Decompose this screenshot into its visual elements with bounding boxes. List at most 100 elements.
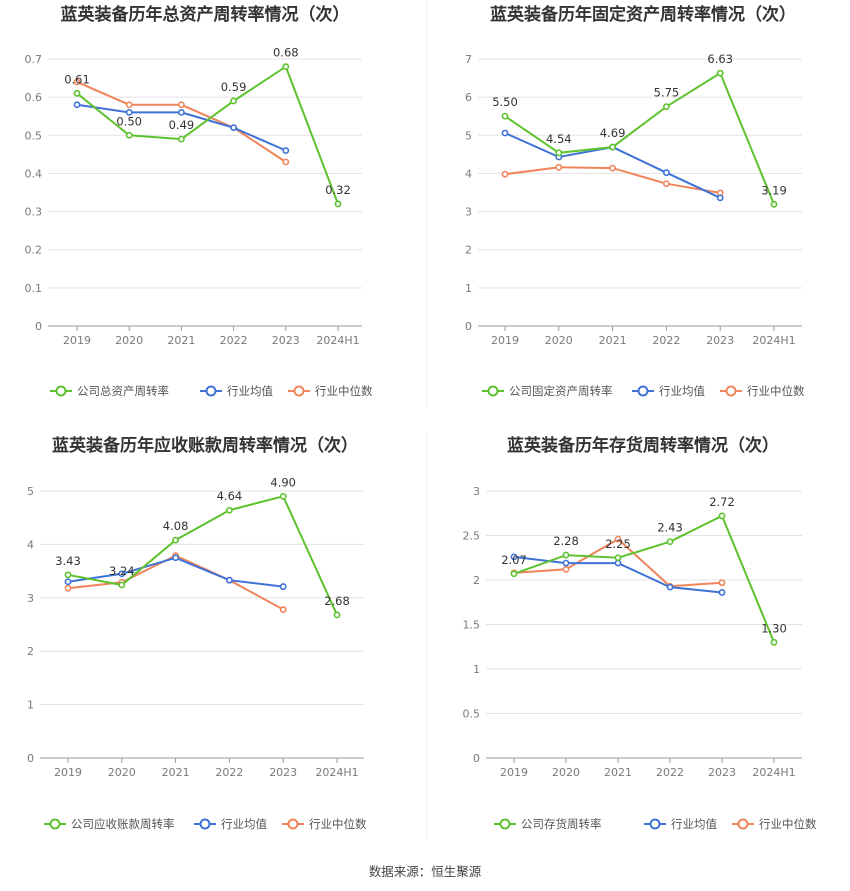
x-tick-label: 2023 (706, 334, 734, 347)
legend-item-median[interactable]: 行业中位数 (720, 384, 805, 398)
series-line-company (513, 514, 775, 643)
legend-label: 公司存货周转率 (521, 817, 602, 831)
x-tick-label: 2024H1 (316, 334, 359, 347)
chart-title: 蓝英装备历年应收账款周转率情况（次） (52, 435, 358, 456)
legend-label: 行业均值 (221, 817, 267, 831)
y-tick-label: 0.6 (25, 91, 43, 104)
x-tick-label: 2020 (552, 766, 580, 779)
y-tick-label: 3 (465, 206, 472, 219)
legend-item-company[interactable]: 公司固定资产周转率 (482, 384, 613, 398)
legend-item-avg[interactable]: 行业均值 (632, 384, 705, 398)
data-label: 5.75 (654, 86, 680, 100)
data-point-avg (666, 583, 674, 591)
x-tick-label: 2023 (272, 334, 300, 347)
data-point-avg (282, 147, 290, 154)
data-point-avg (501, 129, 509, 137)
data-point-company (614, 554, 622, 562)
x-tick-label: 2024H1 (752, 766, 795, 779)
x-tick-label: 2019 (54, 766, 82, 779)
x-tick-label: 2022 (652, 334, 680, 347)
data-point-median (718, 579, 726, 587)
x-tick-label: 2019 (491, 334, 519, 347)
legend-label: 行业均值 (227, 384, 273, 398)
data-point-company (555, 149, 563, 157)
y-tick-label: 1 (473, 663, 480, 676)
y-tick-label: 5 (465, 129, 472, 142)
legend-item-company[interactable]: 公司总资产周转率 (50, 384, 169, 398)
data-label: 0.59 (221, 80, 247, 94)
data-label: 3.24 (109, 564, 135, 578)
data-point-company (225, 506, 233, 514)
y-tick-label: 4 (27, 538, 34, 551)
data-point-company (334, 200, 342, 208)
data-label: 5.50 (492, 95, 518, 109)
data-point-avg (64, 578, 72, 586)
data-point-avg (718, 589, 726, 596)
y-tick-label: 2 (473, 574, 480, 587)
y-tick-label: 0 (35, 320, 42, 333)
legend-label: 行业中位数 (759, 817, 817, 831)
legend-item-median[interactable]: 行业中位数 (282, 817, 367, 831)
data-label: 2.72 (709, 495, 735, 509)
legend-label: 行业均值 (659, 384, 705, 398)
y-tick-label: 0.4 (25, 167, 43, 180)
x-tick-label: 2024H1 (315, 766, 358, 779)
data-label: 0.61 (64, 72, 90, 86)
y-tick-label: 0.1 (25, 282, 43, 295)
data-point-company (282, 63, 290, 71)
data-label: 3.43 (55, 554, 81, 568)
y-tick-label: 6 (465, 91, 472, 104)
legend-marker (55, 385, 67, 397)
data-point-company (501, 112, 509, 120)
x-tick-label: 2021 (599, 334, 627, 347)
y-tick-label: 3 (27, 592, 34, 605)
legend-marker (737, 818, 749, 830)
legend-item-median[interactable]: 行业中位数 (288, 384, 373, 398)
legend-item-avg[interactable]: 行业均值 (200, 384, 273, 398)
data-label: 2.07 (501, 553, 527, 567)
y-tick-label: 7 (465, 53, 472, 66)
data-label: 0.49 (169, 118, 195, 132)
x-tick-label: 2022 (220, 334, 248, 347)
y-tick-label: 2 (465, 244, 472, 257)
data-label: 0.50 (116, 114, 142, 128)
data-point-company (770, 638, 778, 646)
data-point-company (333, 611, 341, 619)
y-tick-label: 1 (27, 699, 34, 712)
y-tick-label: 0.2 (25, 244, 43, 257)
legend-marker (725, 385, 737, 397)
data-label: 2.43 (657, 521, 683, 535)
data-point-company (118, 581, 126, 589)
y-tick-label: 4 (465, 167, 472, 180)
data-label: 3.19 (761, 183, 787, 197)
data-point-avg (125, 109, 133, 116)
x-tick-label: 2020 (115, 334, 143, 347)
data-point-company (230, 97, 237, 105)
x-tick-label: 2021 (162, 766, 190, 779)
data-point-company (177, 135, 185, 143)
legend-item-avg[interactable]: 行业均值 (644, 817, 717, 831)
data-point-company (279, 492, 287, 500)
legend-marker (499, 818, 511, 830)
legend-item-median[interactable]: 行业中位数 (732, 817, 817, 831)
data-label: 0.68 (273, 46, 299, 60)
legend-marker (199, 818, 211, 830)
data-point-avg (172, 554, 179, 562)
data-source: 数据来源：恒生聚源 (369, 864, 482, 879)
data-label: 4.54 (546, 132, 572, 146)
y-tick-label: 1 (465, 282, 472, 295)
legend-marker (293, 385, 305, 397)
legend-label: 行业中位数 (747, 384, 805, 398)
y-tick-label: 0 (465, 320, 472, 333)
legend-item-company[interactable]: 公司存货周转率 (494, 817, 602, 831)
y-tick-label: 0.5 (25, 129, 43, 142)
data-label: 4.08 (163, 519, 189, 533)
data-point-median (177, 101, 185, 109)
data-point-company (172, 536, 179, 544)
legend-item-company[interactable]: 公司应收账款周转率 (44, 817, 175, 831)
data-label: 4.69 (600, 126, 626, 140)
legend-label: 行业均值 (671, 817, 717, 831)
chart-panel-1: 蓝英装备历年总资产周转率情况（次） 0 0.1 0.2 0.3 0.4 0.5 0.6 0.7 2… (25, 4, 373, 398)
legend-item-avg[interactable]: 行业均值 (194, 817, 267, 831)
